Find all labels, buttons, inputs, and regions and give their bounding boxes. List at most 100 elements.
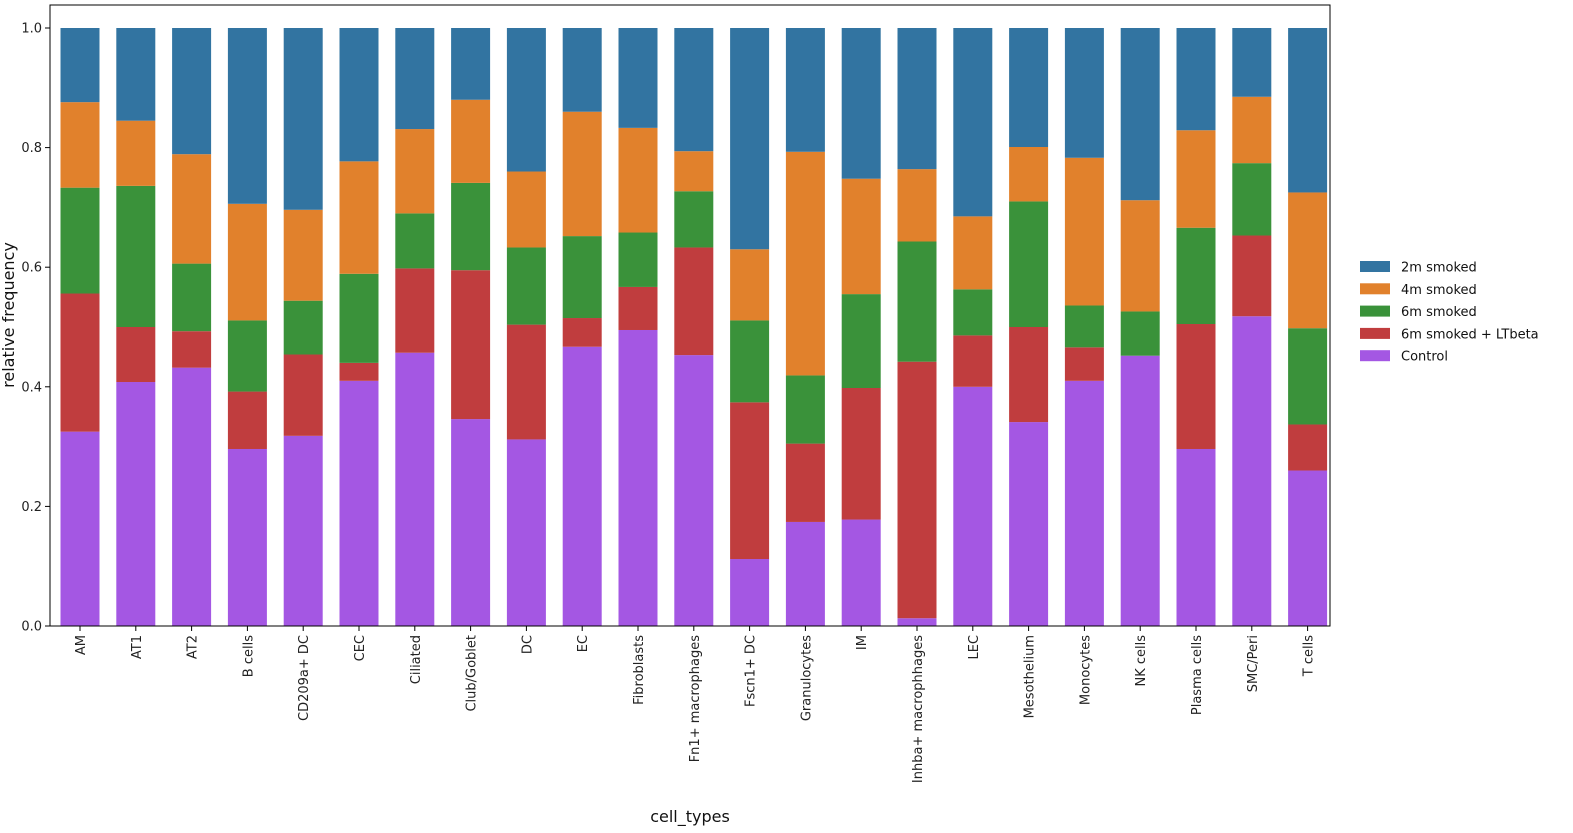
bar-segment — [730, 320, 770, 403]
bar-segment — [1064, 305, 1104, 348]
bar-segment — [1232, 163, 1272, 236]
y-tick-label: 0.4 — [21, 380, 42, 395]
bar-segment — [618, 329, 658, 626]
x-tick-label: EC — [576, 635, 591, 652]
x-tick-label: Fscn1+ DC — [744, 635, 759, 707]
y-tick-label: 0.0 — [21, 620, 42, 635]
bar-segment — [1120, 311, 1160, 356]
x-tick-label: DC — [520, 635, 535, 654]
legend-label: Control — [1401, 350, 1448, 365]
bar-segment — [1176, 28, 1216, 131]
bar-segment — [227, 203, 267, 321]
bar-segment — [451, 419, 491, 626]
bar-segment — [339, 28, 379, 162]
bar-segment — [1064, 347, 1104, 381]
legend-label: 6m smoked + LTbeta — [1401, 327, 1539, 342]
x-tick-label: LEC — [967, 635, 982, 660]
bar-segment — [1232, 316, 1272, 626]
bar-segment — [674, 191, 714, 248]
bar-segment — [841, 178, 881, 295]
bar-segment — [506, 247, 546, 325]
bar-segment — [730, 28, 770, 250]
bar-segment — [283, 435, 323, 626]
bar-segment — [283, 354, 323, 436]
x-tick-label: Granulocytes — [799, 635, 814, 721]
bar-segment — [674, 151, 714, 192]
bar-segment — [1232, 235, 1272, 317]
bar-segment — [730, 249, 770, 321]
bar-segment — [116, 28, 156, 121]
bar-segment — [395, 28, 435, 130]
bar-segment — [562, 346, 602, 626]
bar-segment — [1232, 96, 1272, 164]
bar-segment — [674, 355, 714, 626]
bar-segment — [283, 300, 323, 355]
x-tick-label: AT2 — [186, 635, 201, 659]
bar-segment — [618, 232, 658, 287]
bar-segment — [1232, 28, 1272, 97]
bar-segment — [897, 241, 937, 362]
bar-segment — [283, 28, 323, 210]
x-tick-label: B cells — [241, 635, 256, 677]
legend-swatch — [1360, 305, 1390, 317]
y-tick-label: 0.8 — [21, 141, 42, 156]
bars-layer — [60, 28, 1328, 626]
bar-segment — [1064, 380, 1104, 626]
legend-swatch — [1360, 283, 1390, 295]
x-tick-label: SMC/Peri — [1246, 635, 1261, 692]
x-axis: AM AT1 AT2 B cells CD209a+ DC CEC Ciliated Club… — [74, 626, 1317, 783]
bar-segment — [897, 169, 937, 242]
bar-segment — [897, 618, 937, 626]
bar-segment — [841, 28, 881, 179]
bar-segment — [1120, 28, 1160, 201]
bar-segment — [953, 335, 993, 387]
bar-segment — [283, 209, 323, 301]
bar-segment — [339, 380, 379, 626]
bar-segment — [618, 127, 658, 233]
bar-segment — [395, 129, 435, 214]
bar-segment — [841, 294, 881, 388]
bar-segment — [785, 28, 825, 152]
bar-segment — [1064, 28, 1104, 158]
bar-segment — [116, 327, 156, 383]
bar-segment — [897, 361, 937, 619]
bar-segment — [506, 171, 546, 248]
bar-segment — [451, 182, 491, 271]
bar-segment — [451, 270, 491, 420]
bar-segment — [1009, 422, 1049, 626]
plot-area-frame — [49, 4, 1331, 627]
bar-segment — [60, 102, 100, 188]
bar-segment — [841, 388, 881, 520]
x-tick-label: T cells — [1302, 635, 1317, 677]
x-tick-label: Mesothelium — [1023, 635, 1038, 718]
x-tick-label: Monocytes — [1078, 635, 1093, 705]
legend: 2m smoked 4m smoked 6m smoked 6m smoked + L… — [1360, 261, 1539, 365]
bar-segment — [1120, 200, 1160, 312]
bar-segment — [395, 213, 435, 269]
bar-segment — [451, 28, 491, 100]
bar-segment — [506, 324, 546, 440]
bar-segment — [618, 28, 658, 128]
bar-segment — [1176, 227, 1216, 325]
y-tick-label: 0.6 — [21, 261, 42, 276]
bar-segment — [339, 161, 379, 274]
legend-label: 2m smoked — [1401, 261, 1477, 276]
bar-segment — [227, 320, 267, 392]
bar-segment — [785, 151, 825, 376]
bar-segment — [562, 318, 602, 347]
bar-segment — [60, 293, 100, 432]
x-tick-label: Ciliated — [409, 635, 424, 684]
legend-swatch — [1360, 327, 1390, 339]
bar-segment — [674, 247, 714, 356]
bar-segment — [785, 443, 825, 522]
bar-segment — [953, 216, 993, 290]
bar-segment — [227, 28, 267, 204]
bar-segment — [116, 382, 156, 626]
bar-segment — [60, 28, 100, 103]
x-tick-label: AT1 — [130, 635, 145, 659]
bar-segment — [1176, 324, 1216, 449]
y-tick-label: 0.2 — [21, 500, 42, 515]
bar-segment — [618, 286, 658, 330]
bar-segment — [116, 185, 156, 327]
x-tick-label: NK cells — [1134, 635, 1149, 687]
